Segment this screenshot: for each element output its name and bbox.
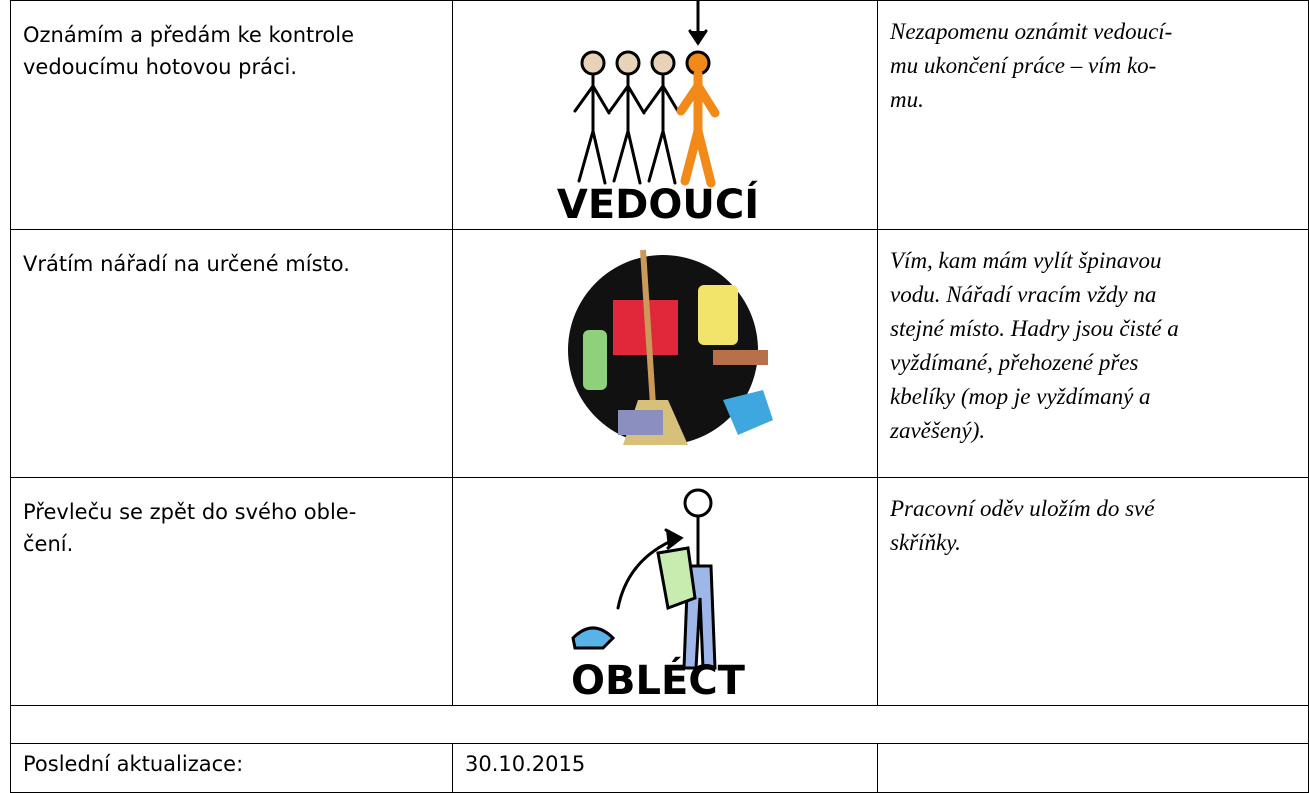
pictogram-label: OBLÉCT <box>571 656 746 704</box>
task-cell: Vrátím nářadí na určené místo. <box>10 229 453 478</box>
text-line: Pracovní oděv uložím do své <box>890 496 1155 521</box>
footer-date: 30.10.2015 <box>452 743 878 793</box>
pictogram-cell: VEDOUCÍ <box>452 0 878 230</box>
text-line: mu ukončení práce – vím ko- <box>890 53 1157 78</box>
text-line: Oznámím a předám ke kontrole <box>23 23 355 47</box>
text-line: Vím, kam mám vylít špinavou <box>890 248 1162 273</box>
pictogram-cell <box>452 229 878 478</box>
text-line: kbelíky (mop je vyždímaný a <box>890 384 1151 409</box>
text-line: stejné místo. Hadry jsou čisté a <box>890 316 1179 341</box>
text-line: Převleču se zpět do svého oble- <box>23 500 357 524</box>
text-line: Vrátím nářadí na určené místo. <box>23 252 350 276</box>
text-line: vyždímané, přehozené přes <box>890 350 1139 375</box>
pictogram: OBLÉCT <box>571 488 746 704</box>
note-cell: Nezapomenu oznámit vedoucí-mu ukončení p… <box>877 0 1309 230</box>
text-line: vedoucímu hotovou práci. <box>23 55 298 79</box>
text-line: čení. <box>23 532 74 556</box>
note-cell: Pracovní oděv uložím do své skříňky. <box>877 477 1309 706</box>
text-line: zavěšený). <box>890 418 986 443</box>
pictogram: VEDOUCÍ <box>557 1 759 228</box>
text-line: skříňky. <box>890 530 961 555</box>
task-cell: Převleču se zpět do svého oble-čení. <box>10 477 453 706</box>
text-line: vodu. Nářadí vracím vždy na <box>890 282 1157 307</box>
text-line: mu. <box>890 87 924 112</box>
pictogram <box>568 249 773 445</box>
pictogram-label: VEDOUCÍ <box>557 180 759 228</box>
footer-empty <box>877 743 1309 793</box>
footer-label: Poslední aktualizace: <box>10 743 453 793</box>
text-line: Nezapomenu oznámit vedoucí- <box>890 19 1173 44</box>
note-cell: Vím, kam mám vylít špinavou vodu. Nářadí … <box>877 229 1309 478</box>
empty-row <box>10 705 1309 744</box>
task-cell: Oznámím a předám ke kontrole vedoucímu ho… <box>10 0 453 230</box>
pictogram-cell: OBLÉCT <box>452 477 878 706</box>
